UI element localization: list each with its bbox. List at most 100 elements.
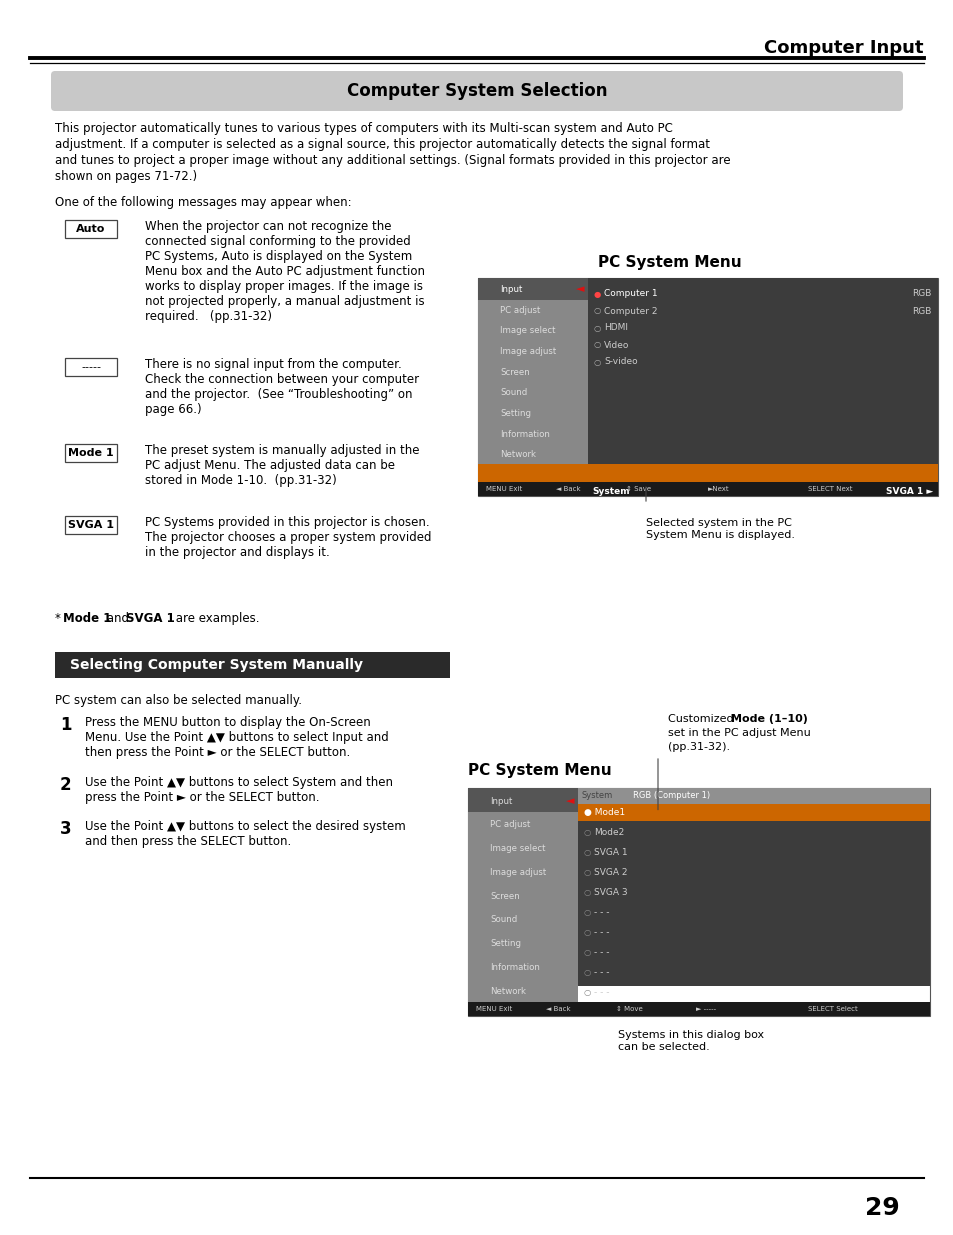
Text: System: System: [581, 792, 613, 800]
Text: shown on pages 71-72.): shown on pages 71-72.): [55, 170, 197, 183]
Text: ○: ○: [583, 827, 591, 836]
Text: Selected system in the PC
System Menu is displayed.: Selected system in the PC System Menu is…: [645, 517, 794, 540]
Text: 3: 3: [60, 820, 71, 839]
Bar: [477, 464, 937, 482]
Text: Screen: Screen: [490, 892, 519, 900]
Text: Computer Input: Computer Input: [763, 40, 923, 57]
Text: RGB: RGB: [912, 306, 931, 315]
Text: Check the connection between your computer: Check the connection between your comput…: [145, 373, 418, 387]
Text: Network: Network: [490, 987, 525, 995]
Text: Information: Information: [499, 430, 549, 438]
Text: MENU Exit: MENU Exit: [476, 1007, 512, 1011]
Text: HDMI: HDMI: [603, 324, 627, 332]
Text: Selecting Computer System Manually: Selecting Computer System Manually: [70, 658, 363, 672]
Text: SVGA 1: SVGA 1: [594, 847, 627, 857]
Text: not projected properly, a manual adjustment is: not projected properly, a manual adjustm…: [145, 295, 424, 308]
Text: S-video: S-video: [603, 357, 637, 367]
Text: 1: 1: [60, 716, 71, 734]
Text: PC adjust: PC adjust: [499, 305, 539, 315]
Text: Input: Input: [499, 285, 522, 294]
Text: Menu. Use the Point ▲▼ buttons to select Input and: Menu. Use the Point ▲▼ buttons to select…: [85, 731, 388, 743]
Text: Screen: Screen: [499, 368, 529, 377]
Text: ⇕ Save: ⇕ Save: [625, 487, 651, 492]
FancyBboxPatch shape: [51, 70, 902, 111]
Text: ○: ○: [583, 929, 591, 937]
Text: (pp.31-32).: (pp.31-32).: [667, 742, 729, 752]
Bar: [578, 804, 929, 821]
Bar: [65, 358, 117, 375]
Bar: [65, 445, 117, 462]
Text: and the projector.  (See “Troubleshooting” on: and the projector. (See “Troubleshooting…: [145, 388, 412, 401]
Text: PC adjust Menu. The adjusted data can be: PC adjust Menu. The adjusted data can be: [145, 459, 395, 472]
Text: Sound: Sound: [499, 388, 527, 398]
Text: ○: ○: [583, 948, 591, 957]
Text: Mode 1: Mode 1: [63, 613, 112, 625]
Bar: [468, 1002, 929, 1016]
Text: RGB (Computer 1): RGB (Computer 1): [633, 792, 709, 800]
Text: Computer 2: Computer 2: [603, 306, 657, 315]
Text: SVGA 1: SVGA 1: [126, 613, 174, 625]
Text: ○: ○: [594, 341, 600, 350]
Text: page 66.): page 66.): [145, 403, 201, 416]
Text: ► -----: ► -----: [696, 1007, 716, 1011]
Text: press the Point ► or the SELECT button.: press the Point ► or the SELECT button.: [85, 790, 319, 804]
Text: Image select: Image select: [499, 326, 555, 335]
Text: and tunes to project a proper image without any additional settings. (Signal for: and tunes to project a proper image with…: [55, 154, 730, 167]
Text: -----: -----: [81, 362, 101, 372]
Text: ○: ○: [583, 968, 591, 977]
Text: Auto: Auto: [76, 224, 106, 233]
Text: Setting: Setting: [490, 940, 520, 948]
Text: 2: 2: [60, 776, 71, 794]
Text: required.   (pp.31-32): required. (pp.31-32): [145, 310, 272, 324]
Text: - - -: - - -: [594, 968, 609, 977]
Text: SVGA 2: SVGA 2: [594, 868, 627, 877]
Text: When the projector can not recognize the: When the projector can not recognize the: [145, 220, 391, 233]
Text: Press the MENU button to display the On-Screen: Press the MENU button to display the On-…: [85, 716, 371, 729]
Text: Menu box and the Auto PC adjustment function: Menu box and the Auto PC adjustment func…: [145, 266, 424, 278]
Text: Mode 1: Mode 1: [68, 448, 113, 458]
Text: Computer System Selection: Computer System Selection: [346, 82, 607, 100]
Text: Input: Input: [490, 797, 512, 805]
Bar: [477, 278, 587, 496]
Text: adjustment. If a computer is selected as a signal source, this projector automat: adjustment. If a computer is selected as…: [55, 138, 709, 151]
Text: Use the Point ▲▼ buttons to select System and then: Use the Point ▲▼ buttons to select Syste…: [85, 776, 393, 789]
Text: SVGA 1: SVGA 1: [68, 520, 113, 530]
Bar: [55, 652, 450, 678]
Text: and: and: [103, 613, 132, 625]
Text: Customized: Customized: [667, 714, 737, 724]
Text: and then press the SELECT button.: and then press the SELECT button.: [85, 835, 291, 848]
Text: System: System: [592, 487, 629, 495]
Text: 29: 29: [864, 1195, 899, 1220]
Text: Mode (1–10): Mode (1–10): [730, 714, 807, 724]
Text: then press the Point ► or the SELECT button.: then press the Point ► or the SELECT but…: [85, 746, 350, 760]
Text: Image select: Image select: [490, 845, 545, 853]
Text: PC System Menu: PC System Menu: [598, 254, 740, 270]
Text: ○: ○: [583, 908, 591, 918]
Text: ○: ○: [583, 888, 591, 897]
Bar: [587, 278, 937, 464]
Text: PC Systems provided in this projector is chosen.: PC Systems provided in this projector is…: [145, 516, 429, 529]
Text: ○: ○: [583, 988, 591, 998]
Text: Information: Information: [490, 963, 539, 972]
Text: ● Mode1: ● Mode1: [583, 808, 624, 818]
Text: - - -: - - -: [594, 929, 609, 937]
Text: ◄ Back: ◄ Back: [545, 1007, 570, 1011]
Text: ○: ○: [583, 868, 591, 877]
Text: There is no signal input from the computer.: There is no signal input from the comput…: [145, 358, 401, 370]
Text: The projector chooses a proper system provided: The projector chooses a proper system pr…: [145, 531, 431, 543]
Text: Video: Video: [603, 341, 629, 350]
Text: ◄: ◄: [565, 795, 574, 806]
Text: MENU Exit: MENU Exit: [485, 487, 521, 492]
Text: ◄ Back: ◄ Back: [556, 487, 580, 492]
Text: ○: ○: [594, 357, 600, 367]
Text: are examples.: are examples.: [172, 613, 259, 625]
Text: Image adjust: Image adjust: [490, 868, 546, 877]
Text: PC Systems, Auto is displayed on the System: PC Systems, Auto is displayed on the Sys…: [145, 249, 412, 263]
Text: works to display proper images. If the image is: works to display proper images. If the i…: [145, 280, 422, 293]
Text: Use the Point ▲▼ buttons to select the desired system: Use the Point ▲▼ buttons to select the d…: [85, 820, 405, 832]
Text: Image adjust: Image adjust: [499, 347, 556, 356]
Text: One of the following messages may appear when:: One of the following messages may appear…: [55, 196, 352, 209]
Text: SELECT Next: SELECT Next: [807, 487, 852, 492]
Text: ●: ●: [594, 289, 600, 299]
Bar: [65, 220, 117, 238]
